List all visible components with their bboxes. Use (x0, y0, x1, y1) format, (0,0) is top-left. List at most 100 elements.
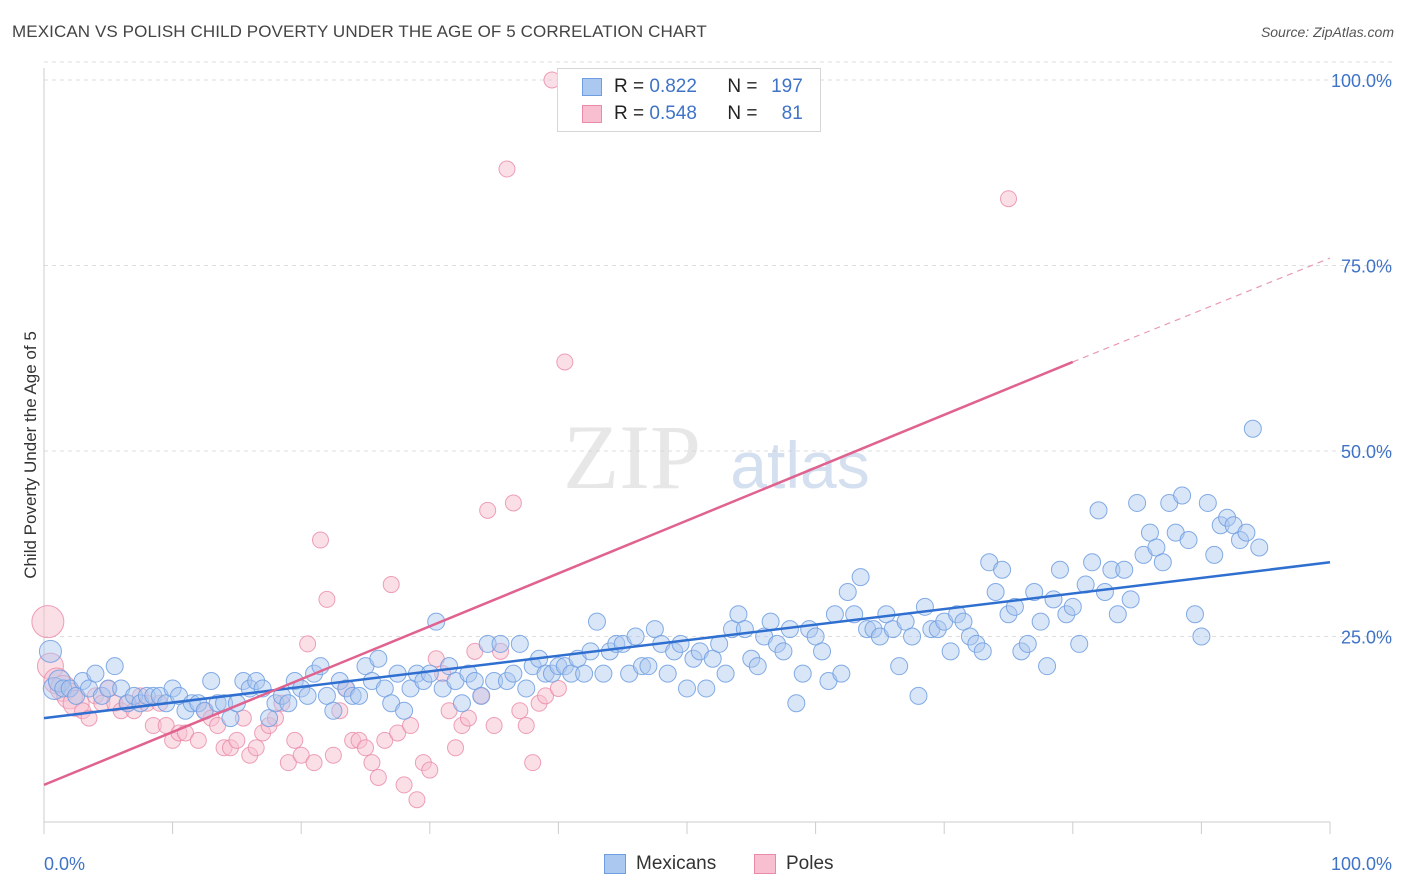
mexicans-point (658, 664, 677, 683)
source-label: Source: ZipAtlas.com (1260, 24, 1394, 40)
y-tick-label: 100.0% (1331, 71, 1392, 91)
poles-points (31, 71, 1017, 809)
mexicans-point (324, 701, 343, 720)
mexicans-point (1198, 493, 1217, 512)
poles-point (305, 754, 323, 772)
mexicans-point (684, 649, 703, 668)
mexicans-point (420, 664, 439, 683)
legend-r-label: R = (614, 103, 645, 124)
mexicans-point (1095, 582, 1114, 601)
mexicans-point (1089, 501, 1108, 520)
mexicans-point (350, 686, 369, 705)
mexicans-point (1185, 605, 1204, 624)
mexicans-point (202, 672, 221, 691)
mexicans-point (999, 605, 1018, 624)
mexicans-point (716, 664, 735, 683)
legend-row-poles: R = 0.548 N = 81 (582, 103, 803, 125)
mexicans-point (587, 612, 606, 631)
poles-point (549, 679, 567, 697)
poles-point (228, 731, 246, 749)
poles-point (318, 590, 336, 608)
mexicans-point (632, 657, 651, 676)
mexicans-point (761, 612, 780, 631)
poles-legend-label: Poles (786, 853, 834, 874)
poles-point (498, 160, 516, 178)
mexicans-point (562, 664, 581, 683)
mexicans-point (928, 620, 947, 639)
poles-point (266, 709, 284, 727)
poles-point (479, 501, 497, 519)
mexicans-point (375, 679, 394, 698)
mexicans-point (279, 694, 298, 713)
mexicans-point (639, 657, 658, 676)
mexicans-point (395, 701, 414, 720)
mexicans-point (343, 686, 362, 705)
mexicans-point (1153, 553, 1172, 572)
legend-r-value: 0.822 (649, 76, 697, 97)
mexicans-point (1243, 419, 1262, 438)
poles-point (286, 731, 304, 749)
mexicans-point (86, 664, 105, 683)
mexicans-point (748, 657, 767, 676)
mexicans-point (1140, 523, 1159, 542)
mexicans-point (1070, 634, 1089, 653)
mexicans-point (1192, 627, 1211, 646)
mexicans-point (1173, 486, 1192, 505)
y-tick-label: 50.0% (1341, 442, 1392, 462)
mexicans-point (1057, 605, 1076, 624)
mexicans-point (99, 679, 118, 698)
poles-point (369, 768, 387, 786)
mexicans-point (851, 568, 870, 587)
mexicans-legend-swatch (604, 854, 626, 874)
x-tick-label: 0.0% (44, 854, 85, 874)
poles-point (376, 731, 394, 749)
poles-point (447, 739, 465, 757)
poles-point (511, 702, 529, 720)
tick-labels: 25.0% 50.0% 75.0% 100.0% 0.0% 100.0% (44, 71, 1392, 874)
mexicans-point (793, 664, 812, 683)
mexicans-point (832, 664, 851, 683)
mexicans-point (1005, 597, 1024, 616)
mexicans-point (813, 642, 832, 661)
mexicans-point (459, 664, 478, 683)
mexicans-point (517, 679, 536, 698)
mexicans-point (1205, 545, 1224, 564)
mexicans-point (1050, 560, 1069, 579)
mexicans-point (298, 686, 317, 705)
mexicans-point (645, 620, 664, 639)
poles-trend-extension (1072, 257, 1331, 363)
poles-point (31, 605, 65, 639)
mexicans-point (1218, 508, 1237, 527)
poles-point (299, 635, 317, 653)
mexicans-point (948, 605, 967, 624)
chart-title: MEXICAN VS POLISH CHILD POVERTY UNDER TH… (12, 22, 707, 41)
trend-lines (43, 257, 1331, 787)
legend-n-value: 197 (771, 76, 803, 97)
mexicans-point (472, 686, 491, 705)
poles-trend-line (43, 360, 1074, 787)
poles-point (537, 687, 555, 705)
legend-n-label: N = (727, 103, 758, 124)
legend-r-label: R = (614, 76, 645, 97)
y-axis-label: Child Poverty Under the Age of 5 (21, 331, 40, 579)
mexicans-points (38, 419, 1269, 728)
stats-legend: R = 0.822 N = 197 R = 0.548 N = 81 (557, 68, 821, 132)
poles-point (279, 754, 297, 772)
mexicans-point (825, 605, 844, 624)
mexicans-point (1147, 538, 1166, 557)
poles-point (1000, 190, 1017, 208)
mexicans-point (465, 672, 484, 691)
mexicans-point (1108, 605, 1127, 624)
poles-point (402, 717, 420, 735)
mexicans-point (729, 605, 748, 624)
y-tick-label: 75.0% (1341, 257, 1392, 277)
poles-point (292, 746, 310, 764)
mexicans-point (317, 686, 336, 705)
mexicans-point (890, 657, 909, 676)
mexicans-point (1121, 590, 1140, 609)
mexicans-point (768, 634, 787, 653)
poles-legend-swatch (754, 854, 776, 874)
poles-swatch (582, 105, 602, 123)
mexicans-point (838, 582, 857, 601)
